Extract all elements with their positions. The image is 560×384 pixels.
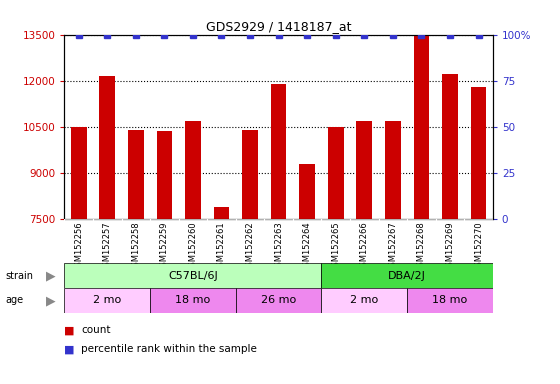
Text: strain: strain	[6, 270, 34, 281]
Text: GSM152268: GSM152268	[417, 221, 426, 272]
Text: GSM152269: GSM152269	[445, 221, 455, 272]
Text: GSM152258: GSM152258	[131, 221, 141, 272]
Bar	[236, 288, 321, 313]
Bar	[242, 130, 258, 219]
Text: ▶: ▶	[46, 294, 55, 307]
Text: 18 mo: 18 mo	[175, 295, 211, 306]
Bar	[150, 288, 236, 313]
Text: GSM152270: GSM152270	[474, 221, 483, 272]
Text: ■: ■	[64, 344, 75, 354]
Bar	[213, 207, 230, 219]
Bar	[385, 121, 401, 219]
Text: C57BL/6J: C57BL/6J	[168, 270, 218, 281]
Bar	[156, 131, 172, 219]
Bar	[321, 288, 407, 313]
Text: GSM152261: GSM152261	[217, 221, 226, 272]
Bar	[356, 121, 372, 219]
Text: GSM152266: GSM152266	[360, 221, 369, 272]
Bar	[64, 263, 321, 288]
Bar	[185, 121, 201, 219]
Text: GSM152260: GSM152260	[188, 221, 198, 272]
Text: 26 mo: 26 mo	[261, 295, 296, 306]
Text: 18 mo: 18 mo	[432, 295, 468, 306]
Text: GSM152263: GSM152263	[274, 221, 283, 272]
Bar	[128, 130, 144, 219]
Text: 2 mo: 2 mo	[93, 295, 122, 306]
Bar	[299, 164, 315, 219]
Bar	[99, 76, 115, 219]
Text: count: count	[81, 325, 111, 335]
Text: percentile rank within the sample: percentile rank within the sample	[81, 344, 257, 354]
Text: DBA/2J: DBA/2J	[388, 270, 426, 281]
Text: GSM152265: GSM152265	[331, 221, 340, 272]
Bar	[442, 74, 458, 219]
Text: age: age	[6, 295, 24, 306]
Text: GSM152256: GSM152256	[74, 221, 83, 272]
Text: GSM152257: GSM152257	[102, 221, 112, 272]
Bar	[328, 127, 344, 219]
Bar	[64, 288, 150, 313]
Title: GDS2929 / 1418187_at: GDS2929 / 1418187_at	[206, 20, 351, 33]
Bar	[71, 127, 87, 219]
Bar	[270, 84, 287, 219]
Bar	[321, 263, 493, 288]
Text: GSM152264: GSM152264	[302, 221, 312, 272]
Text: GSM152262: GSM152262	[245, 221, 255, 272]
Text: ■: ■	[64, 325, 75, 335]
Text: GSM152259: GSM152259	[160, 221, 169, 271]
Text: ▶: ▶	[46, 269, 55, 282]
Text: 2 mo: 2 mo	[350, 295, 379, 306]
Text: GSM152267: GSM152267	[388, 221, 398, 272]
Bar	[413, 36, 430, 219]
Bar	[407, 288, 493, 313]
Bar	[470, 87, 487, 219]
